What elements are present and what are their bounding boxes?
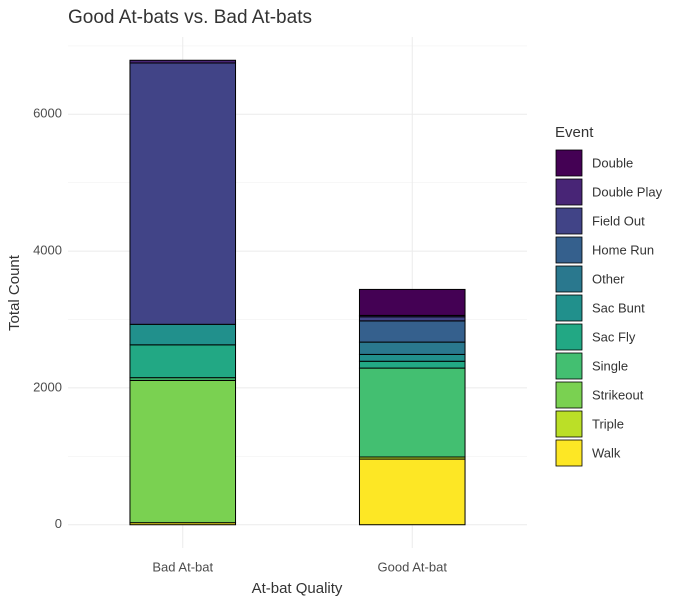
- x-tick-label: Good At-bat: [378, 559, 448, 574]
- y-tick-label: 0: [55, 516, 62, 531]
- legend-swatch: [555, 439, 583, 467]
- legend-label: Single: [592, 358, 628, 373]
- x-tick-label: Bad At-bat: [152, 559, 213, 574]
- legend-label: Double: [592, 155, 633, 170]
- legend-label: Other: [592, 271, 625, 286]
- legend-swatch: [555, 207, 583, 235]
- legend-swatch: [555, 294, 583, 322]
- legend-label: Strikeout: [592, 387, 644, 402]
- legend-label: Walk: [592, 445, 621, 460]
- y-tick-label: 4000: [33, 243, 62, 258]
- y-tick-label: 6000: [33, 106, 62, 121]
- legend-swatch: [555, 410, 583, 438]
- legend-swatch: [555, 381, 583, 409]
- legend-label: Triple: [592, 416, 624, 431]
- bar-segment: [129, 379, 237, 524]
- legend-label: Double Play: [592, 184, 663, 199]
- bar-segment: [358, 458, 466, 526]
- legend-swatch: [555, 178, 583, 206]
- bar-segment: [358, 367, 466, 458]
- y-tick-label: 2000: [33, 379, 62, 394]
- legend-swatch: [555, 149, 583, 177]
- legend-swatch: [555, 323, 583, 351]
- legend-label: Home Run: [592, 242, 654, 257]
- bar-segment: [358, 320, 466, 343]
- bar-segment: [129, 62, 237, 325]
- legend-label: Sac Bunt: [592, 300, 645, 315]
- x-axis-title: At-bat Quality: [252, 580, 343, 597]
- bar-segment: [129, 323, 237, 346]
- legend-swatch: [555, 236, 583, 264]
- legend-label: Sac Fly: [592, 329, 636, 344]
- legend-title: Event: [555, 124, 594, 141]
- chart-title: Good At-bats vs. Bad At-bats: [68, 7, 312, 28]
- legend-swatch: [555, 265, 583, 293]
- bar-segment: [129, 59, 237, 64]
- legend-label: Field Out: [592, 213, 645, 228]
- y-axis-title: Total Count: [6, 254, 23, 331]
- bar-segment: [358, 353, 466, 362]
- bar-segment: [358, 316, 466, 322]
- bar-segment: [358, 360, 466, 369]
- bar-segment: [358, 341, 466, 355]
- bar-segment: [129, 344, 237, 379]
- bar-segment: [358, 288, 466, 316]
- legend-swatch: [555, 352, 583, 380]
